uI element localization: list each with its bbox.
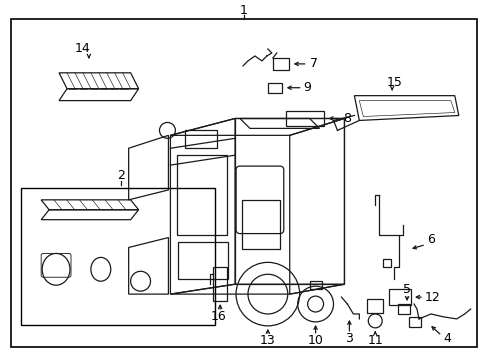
Bar xyxy=(178,242,227,279)
Bar xyxy=(185,130,217,148)
Text: 8: 8 xyxy=(343,112,351,125)
Text: 9: 9 xyxy=(303,81,311,94)
Bar xyxy=(177,155,226,235)
Bar xyxy=(285,111,323,126)
Text: 16: 16 xyxy=(210,310,225,323)
Text: 7: 7 xyxy=(309,57,317,71)
Text: 3: 3 xyxy=(345,332,353,345)
Bar xyxy=(388,289,410,305)
Bar xyxy=(366,299,383,313)
Bar xyxy=(272,58,288,70)
Bar xyxy=(21,188,215,325)
Text: 5: 5 xyxy=(402,283,410,296)
Text: 4: 4 xyxy=(442,332,450,345)
Text: 15: 15 xyxy=(386,76,401,89)
Bar xyxy=(267,83,281,93)
Text: 13: 13 xyxy=(260,334,275,347)
Bar xyxy=(242,200,279,249)
Bar xyxy=(309,281,321,289)
Bar xyxy=(213,267,226,301)
Bar xyxy=(397,304,409,314)
Text: 14: 14 xyxy=(75,41,91,54)
Text: 12: 12 xyxy=(424,291,440,303)
Text: 11: 11 xyxy=(366,334,382,347)
Text: 2: 2 xyxy=(117,168,124,181)
Text: 1: 1 xyxy=(240,4,247,17)
Text: 6: 6 xyxy=(426,233,434,246)
Bar xyxy=(408,317,420,327)
Text: 10: 10 xyxy=(307,334,323,347)
Bar xyxy=(383,260,390,267)
